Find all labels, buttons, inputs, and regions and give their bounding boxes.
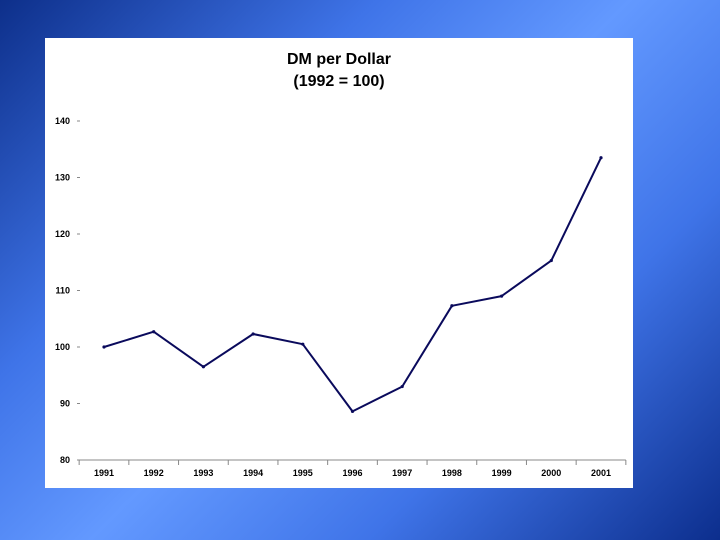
- data-point: [549, 258, 553, 263]
- chart-title: DM per Dollar: [286, 51, 391, 68]
- data-point: [350, 409, 355, 414]
- x-tick-label: 1994: [243, 468, 263, 478]
- line-chart: 80 90 100 110 120 130 140 1991 1992 1993 1994 1995 1…: [55, 116, 627, 478]
- y-tick-label: 120: [55, 229, 70, 239]
- x-tick-label: 1997: [392, 468, 412, 478]
- y-tick-label: 100: [55, 342, 70, 352]
- x-tick-label: 1991: [94, 468, 114, 478]
- data-point: [301, 342, 305, 346]
- data-point: [450, 304, 454, 308]
- x-tick-label: 2000: [541, 468, 561, 478]
- y-tick-label: 140: [55, 116, 70, 126]
- data-point: [599, 156, 603, 160]
- data-point: [152, 330, 156, 334]
- y-tick-label: 80: [60, 455, 70, 465]
- data-point: [201, 365, 205, 369]
- x-tick-label: 1998: [442, 468, 462, 478]
- y-tick-label: 130: [55, 173, 70, 183]
- data-point: [102, 345, 106, 349]
- x-tick-label: 1999: [492, 468, 512, 478]
- chart-subtitle: (1992 = 100): [293, 73, 385, 90]
- series-line: [103, 157, 602, 413]
- x-tick-label: 1993: [193, 468, 213, 478]
- x-tick-label: 2001: [591, 468, 611, 478]
- data-point: [251, 332, 255, 336]
- x-tick-label: 1996: [342, 468, 362, 478]
- x-tick-label: 1992: [144, 468, 164, 478]
- chart-panel: DM per Dollar (1992 = 100) 80 90 100 110 120…: [45, 38, 633, 488]
- y-tick-label: 90: [60, 399, 70, 409]
- x-tick-label: 1995: [293, 468, 313, 478]
- data-point: [500, 294, 504, 298]
- data-point: [400, 384, 404, 389]
- y-tick-label: 110: [55, 286, 70, 296]
